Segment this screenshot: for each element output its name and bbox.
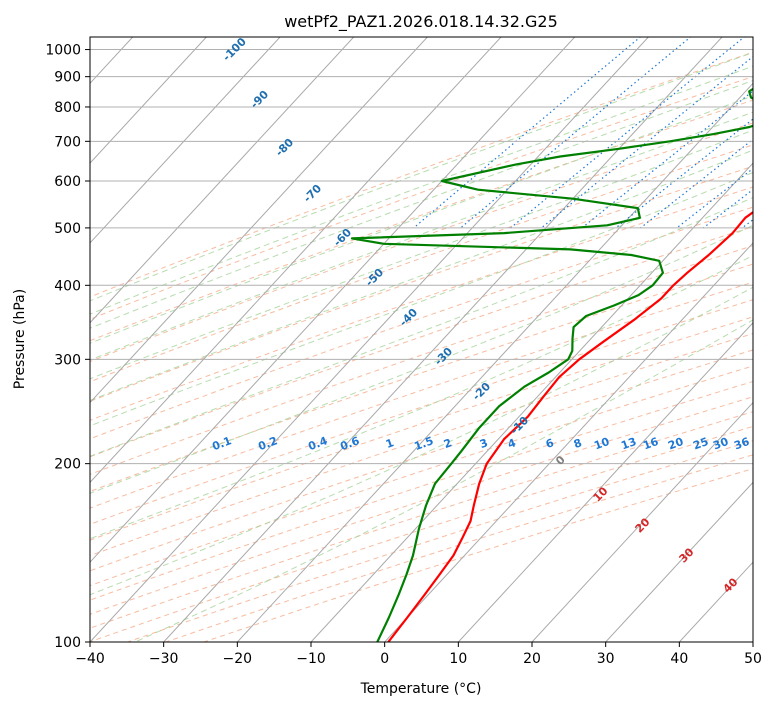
- x-tick-label: −10: [296, 651, 326, 667]
- moist-adiabat-line: [90, 254, 753, 540]
- isotherm-line: [604, 481, 753, 642]
- dry-adiabat-line: [90, 122, 753, 363]
- y-tick-label: 100: [54, 635, 81, 651]
- mixing-ratio-label: 25: [691, 435, 710, 452]
- moist-adiabat-line: [90, 149, 753, 401]
- y-tick-label: 200: [54, 457, 81, 473]
- dry-adiabat-line: [90, 99, 753, 342]
- mixing-ratio-label: 8: [572, 436, 584, 451]
- isotherm-line: [162, 37, 723, 642]
- isotherm-line: [236, 82, 753, 642]
- dry-adiabat-line: [90, 299, 753, 525]
- moist-adiabat-line: [90, 171, 753, 427]
- x-tick-label: 10: [449, 651, 467, 667]
- mixing-ratio-line: [771, 25, 775, 228]
- dry-adiabat-line: [90, 281, 753, 509]
- mixing-ratio-label: 30: [711, 435, 730, 453]
- x-tick-label: 20: [523, 651, 541, 667]
- mixing-ratio-label: 10: [592, 435, 611, 453]
- moist-adiabat-line: [90, 197, 753, 457]
- mixing-ratio-label: 6: [544, 436, 556, 451]
- isotherm-line: [90, 37, 502, 484]
- temperature-line: [387, 210, 753, 642]
- dry-adiabat-line: [90, 245, 753, 475]
- dry-adiabat-line: [90, 349, 753, 572]
- isotherm-line: [90, 37, 208, 164]
- dry-adiabat-line: [90, 226, 753, 458]
- y-axis-title: Pressure (hPa): [12, 289, 28, 389]
- x-axis-ticks: −40 −30 −20 −10 0 10 20 30 40 50: [75, 642, 762, 667]
- moist-adiabat-line: [90, 65, 753, 315]
- x-tick-label: −30: [149, 651, 179, 667]
- x-tick-label: 30: [597, 651, 615, 667]
- mixing-ratio-label: 16: [641, 435, 660, 453]
- isotherm-line: [90, 37, 281, 244]
- y-tick-label: 800: [54, 100, 81, 116]
- x-tick-label: −20: [223, 651, 253, 667]
- mixing-ratio-label: 0.2: [256, 434, 279, 453]
- moist-adiabat-line: [90, 51, 753, 302]
- isotherm-line: [531, 401, 753, 642]
- mixing-ratio-label: 3: [478, 436, 490, 451]
- isotherm-line: [310, 162, 753, 642]
- chart-title: wetPf2_PAZ1.2026.018.14.32.G25: [284, 12, 558, 32]
- y-tick-label: 700: [54, 134, 81, 150]
- background-lines: [0, 25, 775, 655]
- y-tick-label: 500: [54, 221, 81, 237]
- mixing-ratio-label: 20: [666, 435, 685, 453]
- mixing-ratio-label: 0.4: [306, 434, 329, 453]
- y-tick-label: 600: [54, 174, 81, 190]
- isobar-grid: [90, 49, 753, 642]
- x-tick-label: 0: [380, 651, 389, 667]
- isotherm-line: [90, 37, 576, 563]
- isotherm-line: [90, 37, 650, 642]
- dewpoint-line: [350, 87, 753, 642]
- y-tick-label: 300: [54, 352, 81, 368]
- moist-adiabat-line: [90, 111, 753, 361]
- mixing-ratio-label: 1.5: [412, 434, 435, 453]
- moist-adiabat-line: [90, 286, 753, 596]
- isotherm-line: [90, 37, 429, 404]
- y-axis-ticks: 1000 900 800 700 600 500 400 300 200 100: [45, 43, 90, 651]
- y-tick-label: 900: [54, 70, 81, 86]
- moist-adiabat-line: [90, 224, 753, 494]
- isotherm-line: [90, 37, 355, 324]
- x-axis-title: Temperature (°C): [360, 681, 482, 697]
- plot-frame: [89, 36, 754, 643]
- moist-adiabat-line: [90, 79, 753, 329]
- dry-adiabat-line: [90, 365, 753, 587]
- mixing-ratio-label: 2: [442, 436, 454, 451]
- mixing-ratio-label: 36: [732, 435, 751, 453]
- mixing-ratio-labels: 0.1 0.2 0.4 0.6 1 1.5 2 3 4 6 8 10 13 16 20 25 30 36: [210, 434, 751, 453]
- profile-series: [350, 87, 753, 642]
- mixing-ratio-label: 0.6: [338, 434, 361, 453]
- dry-adiabat-line: [90, 165, 753, 402]
- isotherm-line: [0, 25, 70, 655]
- x-tick-label: 50: [744, 651, 762, 667]
- mixing-ratio-label: 1: [384, 436, 396, 451]
- moist-adiabat-line: [90, 129, 753, 380]
- x-tick-label: 40: [670, 651, 688, 667]
- x-tick-label: −40: [75, 651, 105, 667]
- y-tick-label: 1000: [45, 43, 81, 59]
- mixing-ratio-label: 0.1: [210, 434, 233, 453]
- isotherm-line: [383, 242, 753, 642]
- isotherm-line: [457, 322, 753, 642]
- mixing-ratio-label: 13: [619, 435, 638, 452]
- y-tick-label: 400: [54, 278, 81, 294]
- mixing-ratio-label: 4: [506, 436, 518, 451]
